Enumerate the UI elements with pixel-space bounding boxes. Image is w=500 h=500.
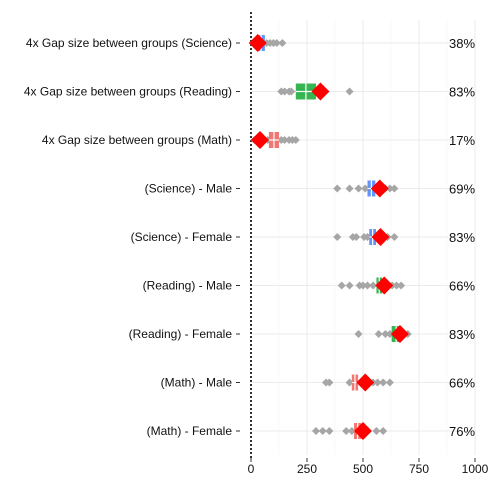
percent-label: 66% xyxy=(449,279,475,294)
row-label: (Math) - Male xyxy=(161,376,233,390)
row-label: 4x Gap size between groups (Math) xyxy=(42,133,232,147)
grey-point xyxy=(345,281,354,290)
x-axis-ticks: 0 250 500 750 1000 xyxy=(248,458,489,476)
red-diamond xyxy=(390,325,409,343)
percent-label: 83% xyxy=(449,85,475,100)
x-tick-label: 250 xyxy=(297,462,317,476)
red-diamond xyxy=(371,228,390,246)
grey-point xyxy=(272,39,281,47)
grey-point xyxy=(361,184,370,193)
percent-label: 76% xyxy=(449,424,475,439)
grey-point xyxy=(392,281,401,290)
grey-point xyxy=(325,378,334,387)
percent-label: 66% xyxy=(449,376,475,391)
grey-point xyxy=(342,427,351,435)
row-label: (Science) - Male xyxy=(145,182,233,196)
grey-point xyxy=(352,233,361,241)
row-label: (Science) - Female xyxy=(131,230,233,244)
grey-point xyxy=(280,136,289,144)
row-label: (Math) - Female xyxy=(147,424,233,438)
row-labels: 4x Gap size between groups (Science) 4x G… xyxy=(24,36,240,438)
grey-point xyxy=(333,184,342,193)
grey-point xyxy=(345,87,354,96)
row-label: 4x Gap size between groups (Reading) xyxy=(24,85,232,99)
grey-point xyxy=(354,330,363,338)
grey-point xyxy=(397,281,406,290)
red-diamond xyxy=(370,179,389,198)
grey-point xyxy=(345,378,354,387)
percent-label: 83% xyxy=(449,327,475,342)
x-tick-label: 0 xyxy=(248,462,255,476)
grey-point xyxy=(287,87,296,96)
red-diamond xyxy=(354,422,372,440)
grey-point xyxy=(385,184,394,193)
red-diamond xyxy=(356,373,375,392)
percent-label: 69% xyxy=(449,182,475,197)
grey-point xyxy=(372,427,381,435)
grey-point xyxy=(347,427,356,435)
red-diamond xyxy=(375,276,394,295)
red-diamond xyxy=(311,82,330,101)
row-label: (Reading) - Female xyxy=(129,327,233,341)
row-label: (Reading) - Male xyxy=(143,279,233,293)
x-tick-label: 500 xyxy=(353,462,373,476)
grey-point xyxy=(379,378,388,387)
grey-point xyxy=(354,184,363,193)
percent-label: 83% xyxy=(449,230,475,245)
grey-point xyxy=(291,136,300,144)
grey-point xyxy=(337,281,346,290)
grey-point xyxy=(369,281,378,290)
grey-point xyxy=(390,233,399,241)
data-marks xyxy=(248,34,412,440)
grey-point xyxy=(385,378,394,387)
percent-label: 38% xyxy=(449,36,475,51)
x-tick-label: 750 xyxy=(409,462,429,476)
percent-label: 17% xyxy=(449,133,475,148)
x-tick-label: 1000 xyxy=(462,462,489,476)
grey-point xyxy=(374,330,383,338)
grey-point xyxy=(278,39,287,47)
percent-labels: 38% 83% 17% 69% 83% 66% 83% 66% 76% xyxy=(449,36,475,439)
grey-point xyxy=(379,427,388,435)
grey-point xyxy=(311,427,320,435)
grey-point xyxy=(318,427,327,435)
grey-point xyxy=(333,233,342,241)
grey-point xyxy=(381,330,390,338)
grey-point xyxy=(345,184,354,193)
grey-point xyxy=(373,378,382,387)
row-label: 4x Gap size between groups (Science) xyxy=(26,36,232,50)
red-diamond xyxy=(250,131,269,149)
grey-point xyxy=(325,427,334,435)
grey-point xyxy=(359,281,367,290)
grey-point xyxy=(390,184,399,193)
red-diamond xyxy=(248,34,267,52)
grey-point xyxy=(363,281,372,290)
grey-point xyxy=(280,87,289,96)
